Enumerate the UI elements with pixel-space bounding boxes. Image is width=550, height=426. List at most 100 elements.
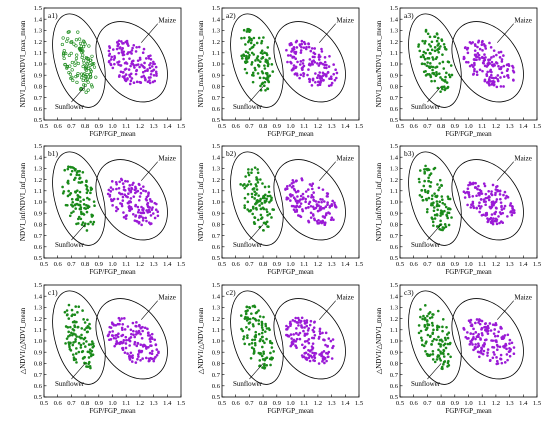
y-tick-label: 1.5 [212,143,221,150]
maize-point [470,203,473,207]
maize-point [469,321,472,324]
x-tick-label: 1.4 [163,123,172,130]
maize-point [298,205,302,208]
maize-point [154,70,158,74]
y-tick-label: 1.0 [390,199,399,206]
sunflower-point [74,44,78,48]
sunflower-point [441,211,444,215]
sunflower-point [424,51,427,55]
y-tick-label: 1.1 [390,327,398,334]
maize-point [305,333,308,336]
maize-point [298,331,302,335]
sunflower-point [64,342,67,345]
sunflower-point [432,337,436,341]
sunflower-point [87,350,91,354]
maize-point [309,349,312,352]
maize-point [483,58,487,62]
maize-point [477,53,481,57]
sunflower-point [420,336,423,340]
panel-label: a2) [226,11,236,20]
maize-point [306,188,310,191]
y-tick-label: 1.1 [212,50,220,57]
maize-point [330,216,334,219]
sunflower-point [439,219,442,223]
maize-leader-line [319,300,336,320]
sunflower-point [85,62,90,66]
maize-ellipse [273,159,346,241]
x-tick-label: 1.3 [149,123,158,130]
maize-point [475,194,478,198]
sunflower-point [265,364,269,367]
sunflower-point [240,54,243,58]
sunflower-point [425,198,428,202]
sunflower-point [256,72,260,75]
maize-point [500,58,504,61]
maize-point [311,342,315,345]
maize-point [146,334,150,337]
sunflower-point [254,68,257,72]
sunflower-point [265,197,268,201]
y-tick-label: 1.5 [34,282,43,289]
sunflower-point [423,179,426,183]
maize-point [130,49,134,52]
maize-leader-line [497,161,514,181]
sunflower-point [427,65,431,68]
maize-point [494,340,498,343]
maize-point [129,64,132,68]
maize-point [292,208,296,211]
maize-point [148,81,152,85]
maize-point [468,41,472,44]
maize-point [473,58,476,61]
sunflower-point [77,173,81,177]
x-tick-label: 0.5 [40,400,49,407]
sunflower-point [258,315,262,318]
maize-point [323,221,327,224]
maize-point [493,334,497,338]
y-tick-label: 1.2 [212,177,220,184]
maize-point [324,331,328,335]
sunflower-point [75,173,79,177]
maize-point [312,191,315,194]
sunflower-point [256,218,260,222]
maize-point [292,338,296,342]
sunflower-point [438,357,442,360]
sunflower-point [266,194,270,198]
sunflower-point [242,28,246,32]
sunflower-point [76,71,80,76]
sunflower-point [431,58,435,61]
maize-point [487,189,490,193]
sunflower-point [251,304,255,308]
maize-point [302,59,305,62]
maize-point [107,49,111,53]
y-tick-label: 0.9 [212,210,221,217]
sunflower-point [435,358,439,361]
maize-point [134,324,138,328]
maize-point [301,62,305,65]
y-tick-label: 1.3 [212,305,221,312]
sunflower-point [71,166,74,169]
sunflower-point [253,193,257,197]
sunflower-point [437,47,441,51]
maize-point [502,54,505,57]
maize-point [501,221,505,225]
sunflower-point [267,80,271,84]
maize-point [139,191,143,195]
maize-point [301,68,304,72]
sunflower-point [80,336,83,340]
sunflower-point [268,212,272,216]
maize-point [140,336,144,340]
sunflower-point [268,328,271,332]
maize-point [136,210,140,214]
sunflower-point [60,42,64,47]
x-tick-label: 0.7 [67,261,76,268]
maize-point [150,357,154,361]
maize-point [330,77,333,81]
y-tick-label: 0.6 [390,383,399,390]
maize-point [286,54,290,57]
maize-point [149,61,152,65]
y-tick-label: 1.2 [34,177,42,184]
maize-point [143,61,146,65]
maize-point [308,183,312,186]
maize-point [476,345,479,349]
sunflower-point [83,355,86,359]
